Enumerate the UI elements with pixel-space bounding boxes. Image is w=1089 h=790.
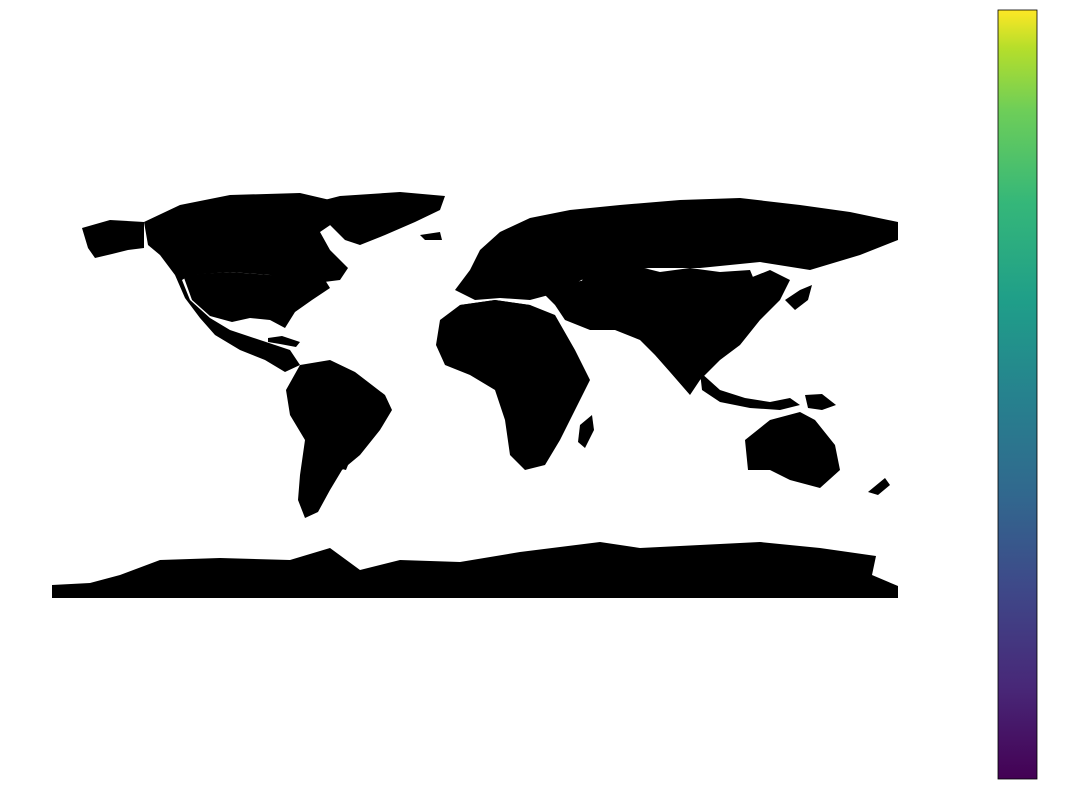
region-usa xyxy=(183,272,330,328)
region-central-asia xyxy=(580,262,755,320)
region-greenland xyxy=(305,192,445,245)
region-japan xyxy=(785,285,812,310)
region-alaska xyxy=(82,220,144,258)
region-antarctica xyxy=(52,542,898,598)
region-new-zealand xyxy=(868,478,890,495)
region-sa-north xyxy=(330,368,352,386)
colorbar-ramp xyxy=(997,9,1038,780)
region-sa-central xyxy=(316,418,348,452)
region-north-america xyxy=(144,193,348,372)
region-new-guinea xyxy=(805,394,836,410)
region-europe xyxy=(455,198,898,300)
region-se-asia xyxy=(700,372,800,410)
colorbar xyxy=(997,9,1038,780)
world-map xyxy=(52,192,898,598)
region-australia xyxy=(745,412,840,488)
region-africa-hatched xyxy=(445,300,575,440)
region-madagascar xyxy=(578,415,594,448)
region-sa-south xyxy=(338,458,350,470)
region-iceland xyxy=(420,232,442,240)
region-caribbean xyxy=(268,336,300,347)
